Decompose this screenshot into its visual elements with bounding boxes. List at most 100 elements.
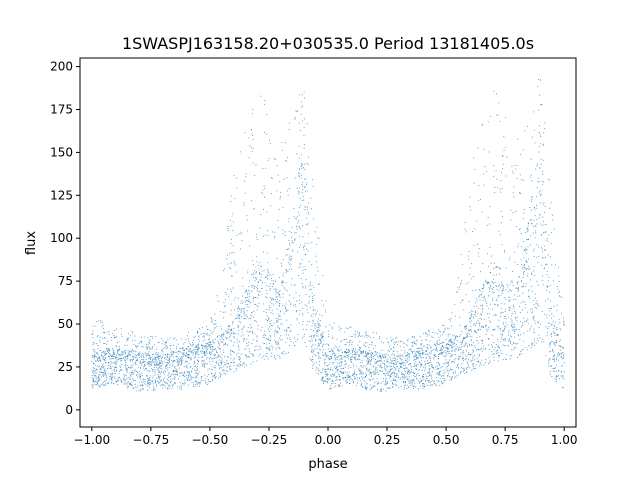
data-point xyxy=(496,93,498,95)
data-point xyxy=(191,341,194,343)
data-point xyxy=(548,178,550,180)
data-point xyxy=(482,262,484,265)
data-point xyxy=(393,367,396,369)
data-point xyxy=(262,189,264,191)
data-point xyxy=(550,341,552,343)
data-point xyxy=(365,368,368,370)
data-point xyxy=(335,377,337,379)
data-point xyxy=(161,384,163,386)
data-point xyxy=(154,369,156,371)
data-point xyxy=(476,220,478,222)
data-point xyxy=(549,373,551,375)
data-point xyxy=(477,320,479,322)
data-point xyxy=(358,333,360,336)
data-point xyxy=(210,348,212,350)
data-point xyxy=(318,370,320,372)
data-point xyxy=(217,363,219,365)
data-point xyxy=(111,376,114,378)
data-point xyxy=(309,306,311,309)
data-point xyxy=(154,361,156,363)
data-point xyxy=(346,381,349,383)
data-point xyxy=(170,351,172,353)
data-point xyxy=(333,374,336,376)
data-point xyxy=(127,387,129,389)
data-point xyxy=(549,371,551,373)
data-point xyxy=(374,370,376,372)
data-point xyxy=(430,365,433,367)
data-point xyxy=(536,207,538,209)
data-point xyxy=(124,378,126,380)
data-point xyxy=(195,351,197,353)
data-point xyxy=(390,348,392,350)
data-point xyxy=(506,324,508,326)
data-point xyxy=(411,380,413,382)
data-point xyxy=(344,359,347,361)
data-point xyxy=(177,360,179,363)
data-point xyxy=(521,246,523,248)
data-point xyxy=(192,354,194,356)
data-point xyxy=(454,339,456,341)
data-point xyxy=(242,277,244,279)
data-point xyxy=(324,309,327,311)
data-point xyxy=(263,358,265,360)
data-point xyxy=(524,301,526,303)
data-point xyxy=(312,350,315,352)
data-point xyxy=(427,381,429,383)
data-point xyxy=(351,335,353,338)
data-point xyxy=(92,385,94,387)
data-point xyxy=(492,299,494,301)
data-point xyxy=(295,217,297,219)
data-point xyxy=(549,256,551,258)
data-point xyxy=(396,366,398,368)
data-point xyxy=(194,350,196,352)
data-point xyxy=(139,354,141,356)
data-point xyxy=(313,218,315,220)
data-point xyxy=(498,267,500,269)
data-point xyxy=(484,318,486,320)
data-point xyxy=(326,343,328,345)
data-point xyxy=(193,384,195,386)
data-point xyxy=(489,284,491,287)
data-point xyxy=(542,251,544,253)
data-point xyxy=(261,270,263,272)
data-point xyxy=(365,350,367,352)
data-point xyxy=(534,293,536,295)
data-point xyxy=(323,363,326,365)
data-point xyxy=(492,282,494,284)
data-point xyxy=(463,337,465,339)
data-point xyxy=(477,361,479,363)
data-point xyxy=(264,282,266,284)
data-point xyxy=(190,374,192,376)
data-point xyxy=(555,380,557,383)
data-point xyxy=(408,382,410,384)
data-point xyxy=(411,337,413,339)
data-point xyxy=(159,363,161,365)
data-point xyxy=(376,371,378,373)
data-point xyxy=(136,370,138,372)
data-point xyxy=(233,371,235,373)
data-point xyxy=(310,208,312,210)
data-point xyxy=(189,347,191,350)
data-point xyxy=(271,297,273,300)
data-point xyxy=(498,285,500,287)
data-point xyxy=(463,345,465,347)
data-point xyxy=(227,328,229,330)
data-point xyxy=(393,378,395,380)
data-point xyxy=(188,331,190,333)
data-point xyxy=(389,387,391,389)
data-point xyxy=(155,385,158,387)
data-point xyxy=(415,354,417,356)
data-point xyxy=(92,378,94,380)
data-point xyxy=(426,339,428,341)
data-point xyxy=(246,330,248,332)
data-point xyxy=(512,284,514,286)
data-point xyxy=(267,328,270,330)
data-point xyxy=(205,358,207,360)
data-point xyxy=(429,357,431,360)
data-point xyxy=(252,134,254,136)
data-point xyxy=(541,275,543,277)
data-point xyxy=(549,310,551,312)
data-point xyxy=(263,333,265,335)
data-point xyxy=(485,280,487,283)
data-point xyxy=(218,354,220,356)
